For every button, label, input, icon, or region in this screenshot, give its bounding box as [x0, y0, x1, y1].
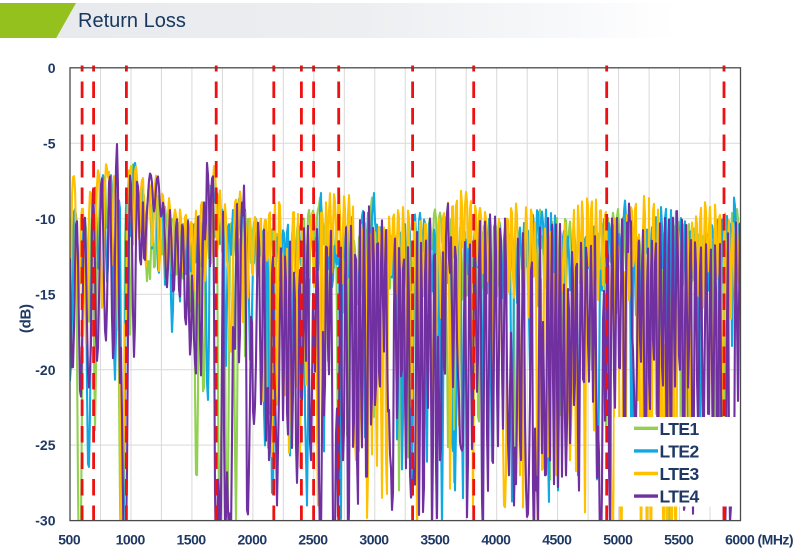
svg-text:-30: -30 — [35, 513, 55, 529]
svg-text:2000: 2000 — [238, 531, 268, 547]
svg-text:2500: 2500 — [298, 531, 328, 547]
svg-text:LTE4: LTE4 — [660, 487, 700, 507]
svg-text:-25: -25 — [35, 437, 55, 453]
svg-text:5500: 5500 — [664, 531, 694, 547]
svg-text:4500: 4500 — [542, 531, 572, 547]
svg-text:(dB): (dB) — [18, 304, 35, 333]
svg-text:1000: 1000 — [116, 531, 146, 547]
svg-text:6000: 6000 — [725, 531, 755, 547]
svg-text:4000: 4000 — [481, 531, 511, 547]
svg-text:LTE2: LTE2 — [660, 441, 700, 461]
svg-text:5000: 5000 — [603, 531, 633, 547]
svg-text:LTE1: LTE1 — [660, 419, 700, 439]
svg-text:-20: -20 — [35, 362, 55, 378]
svg-text:1500: 1500 — [177, 531, 207, 547]
svg-text:-10: -10 — [35, 211, 55, 227]
svg-text:(MHz): (MHz) — [758, 531, 794, 547]
svg-text:-15: -15 — [35, 286, 55, 302]
svg-text:LTE3: LTE3 — [660, 464, 700, 484]
svg-text:3500: 3500 — [420, 531, 450, 547]
svg-text:500: 500 — [58, 531, 81, 547]
svg-text:3000: 3000 — [359, 531, 389, 547]
svg-text:-5: -5 — [43, 135, 56, 151]
svg-text:0: 0 — [48, 60, 56, 76]
